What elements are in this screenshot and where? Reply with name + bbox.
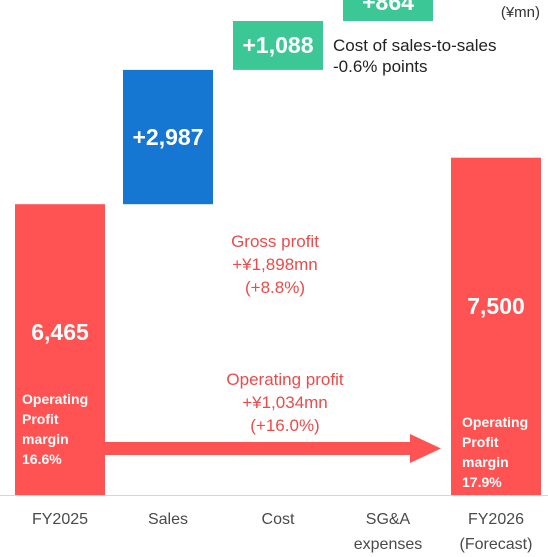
cost-note: Cost of sales-to-sales -0.6% points <box>333 35 496 77</box>
x-tick-label-3: Cost <box>223 507 333 532</box>
fy2025-margin-line-4: 16.6% <box>22 451 62 467</box>
fy2025-margin-line-1: Operating <box>22 391 89 407</box>
bar-5 <box>451 157 541 495</box>
fy2026-margin-line-1: Operating <box>462 414 529 430</box>
unit-label: (¥mn) <box>500 4 540 21</box>
bar-value-label-3: +1,088 <box>242 32 314 59</box>
bar-1 <box>15 204 105 495</box>
fy2025-margin: Operating Profit margin 16.6% <box>22 389 88 469</box>
x-tick-label-5-line-1: FY2026 <box>467 511 525 528</box>
operating-profit-arrow <box>105 434 441 463</box>
arrow-shaft <box>105 442 412 455</box>
bar-value-label-4: +864 <box>362 0 414 15</box>
fy2026-margin: Operating Profit margin 17.9% <box>462 412 528 492</box>
bar-value-label-2: +2,987 <box>132 124 204 151</box>
x-tick-label-4-line-1: SG&A <box>365 511 411 528</box>
gross-profit-pct: (+8.8%) <box>245 278 305 297</box>
x-tick-label-4-line-2: expenses <box>353 536 423 553</box>
x-tick-label-3-line-1: Cost <box>261 511 295 528</box>
cost-note-line-2: -0.6% points <box>333 57 428 76</box>
gross-profit-title: Gross profit <box>231 232 319 251</box>
operating-profit-title: Operating profit <box>226 370 344 389</box>
x-tick-label-4: SG&A expenses <box>333 507 443 557</box>
x-tick-label-2: Sales <box>113 507 223 532</box>
x-tick-label-2-line-1: Sales <box>147 511 189 528</box>
fy2026-margin-line-4: 17.9% <box>462 474 502 490</box>
gross-profit-amount: +¥1,898mn <box>232 255 318 274</box>
gross-profit-annotation: Gross profit +¥1,898mn (+8.8%) <box>195 230 355 299</box>
x-tick-label-5-line-2: (Forecast) <box>459 536 533 553</box>
bar-2 <box>123 69 213 205</box>
operating-profit-annotation: Operating profit +¥1,034mn (+16.0%) <box>200 368 370 437</box>
arrow-head <box>410 434 441 463</box>
operating-profit-pct: (+16.0%) <box>250 416 320 435</box>
x-tick-label-5: FY2026 (Forecast) <box>441 507 548 557</box>
fy2025-margin-line-2: Profit <box>22 411 59 427</box>
bar-value-label-5: 7,500 <box>467 293 525 319</box>
fy2025-margin-line-3: margin <box>22 431 69 447</box>
bar-4 <box>343 0 433 22</box>
x-tick-label-1: FY2025 <box>5 507 115 532</box>
bar-value-label-1: 6,465 <box>31 319 89 345</box>
fy2026-margin-line-3: margin <box>462 454 509 470</box>
cost-note-line-1: Cost of sales-to-sales <box>333 36 497 55</box>
fy2026-margin-line-2: Profit <box>462 434 499 450</box>
bar-3 <box>233 21 323 70</box>
x-tick-label-1-line-1: FY2025 <box>31 511 89 528</box>
operating-profit-amount: +¥1,034mn <box>242 393 328 412</box>
